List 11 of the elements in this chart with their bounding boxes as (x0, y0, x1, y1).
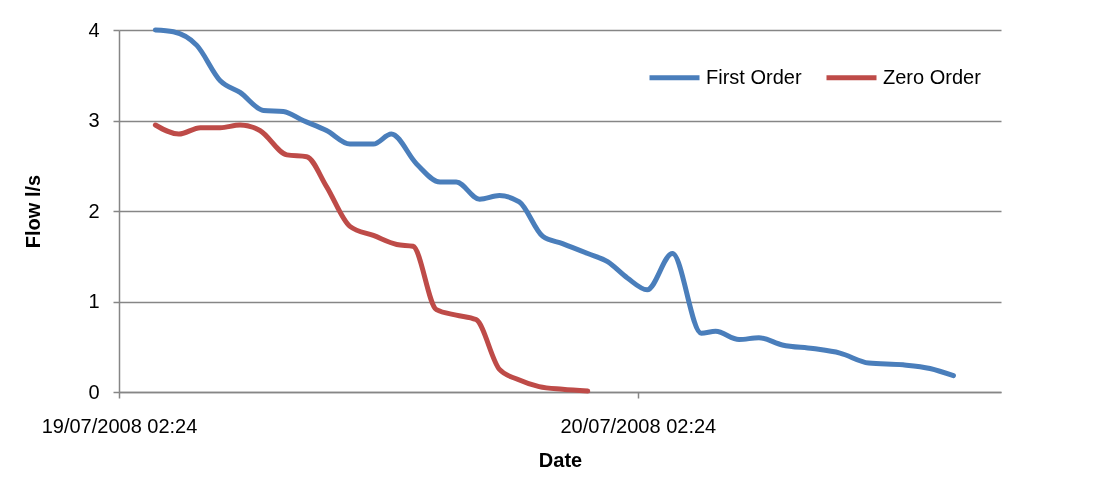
x-axis-title: Date (538, 448, 583, 471)
x-tick-label: 19/07/2008 02:24 (41, 414, 198, 437)
legend-label: First Order (706, 65, 802, 88)
y-tick-label: 3 (88, 109, 100, 131)
x-tick-label: 20/07/2008 02:24 (560, 414, 717, 437)
y-tick-label: 1 (88, 290, 100, 312)
y-tick-label: 2 (88, 199, 100, 222)
legend-label: Zero Order (883, 65, 982, 88)
y-tick-label: 0 (88, 380, 100, 403)
y-tick-label: 4 (88, 18, 100, 41)
y-axis-title: Flow l/s (22, 174, 45, 249)
